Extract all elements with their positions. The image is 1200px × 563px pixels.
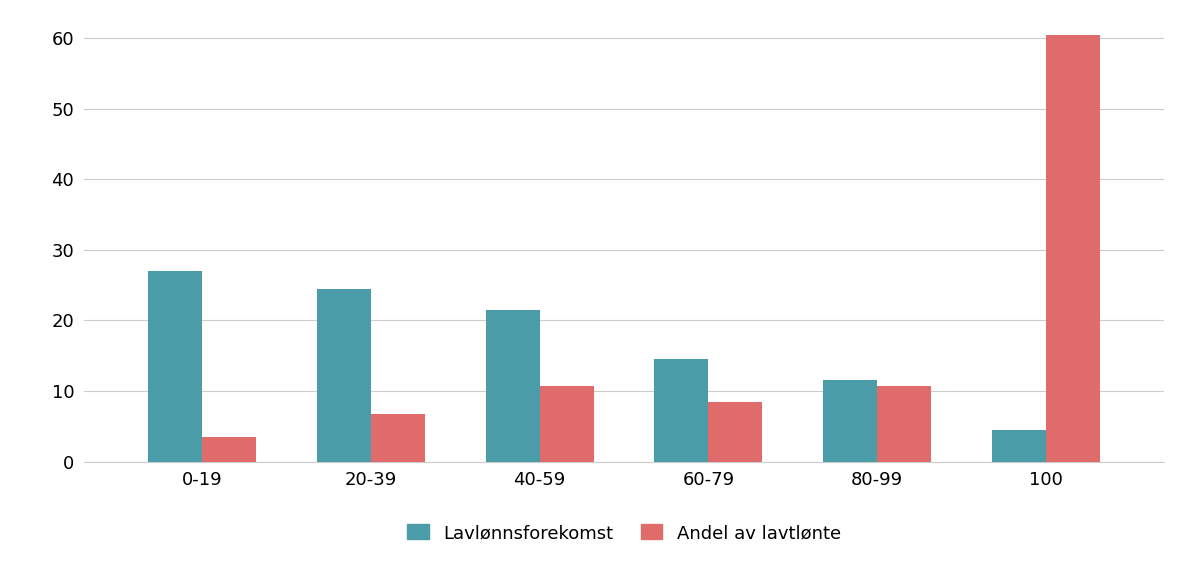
Bar [654,359,708,462]
Bar [371,414,425,462]
Bar [823,381,877,462]
Bar [992,430,1046,462]
Bar [317,289,371,462]
Bar [202,437,256,462]
Bar [708,401,762,462]
Bar [148,271,202,462]
Bar [486,310,540,462]
Bar [877,386,931,462]
Bar [540,386,594,462]
Legend: Lavlønnsforekomst, Andel av lavtlønte: Lavlønnsforekomst, Andel av lavtlønte [407,524,841,542]
Bar [1046,34,1100,462]
